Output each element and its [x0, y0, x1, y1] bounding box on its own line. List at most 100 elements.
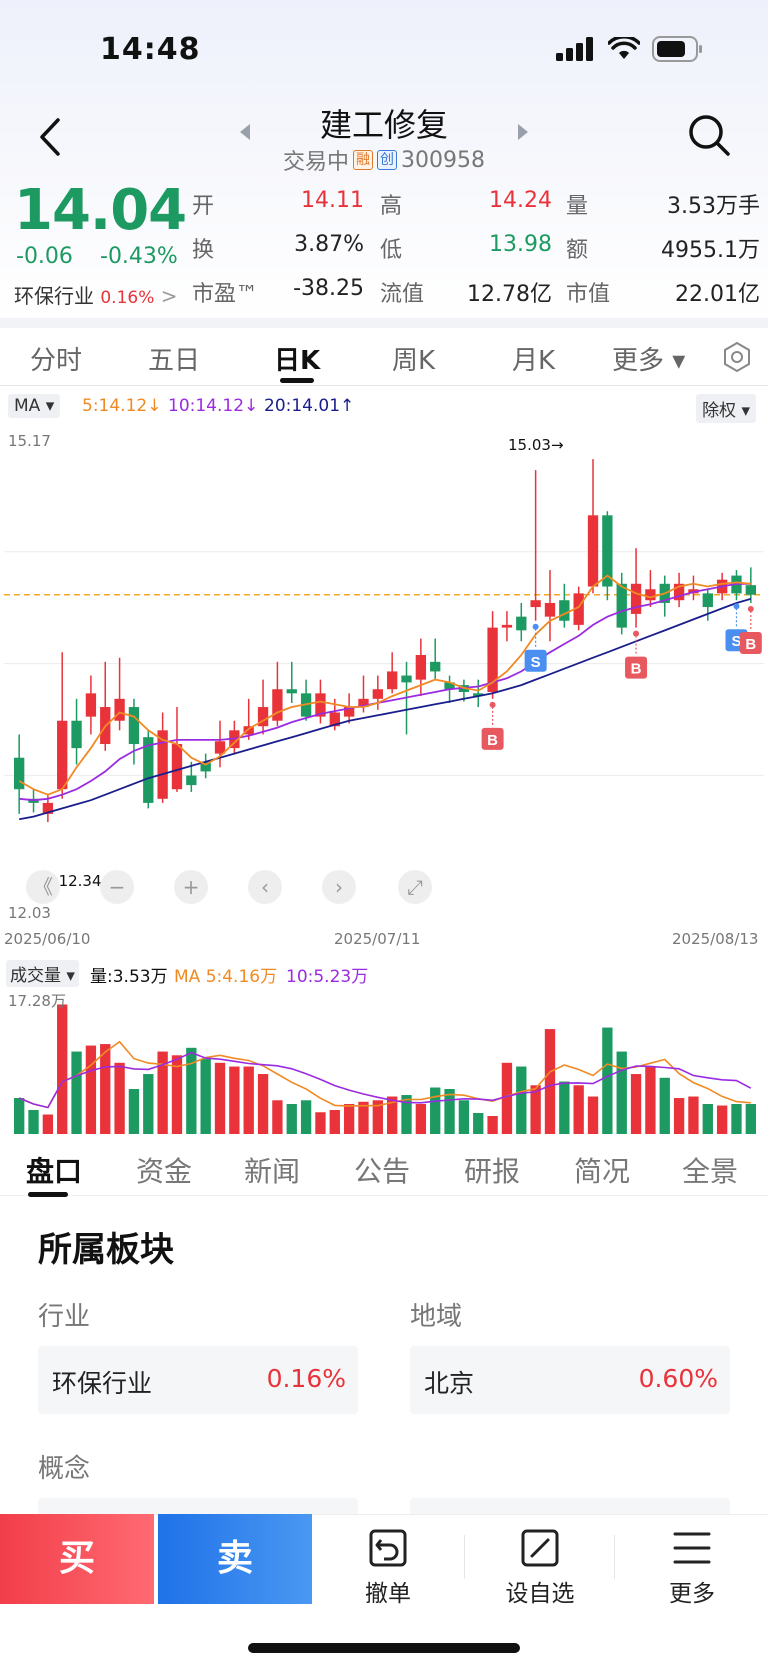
candle-body — [171, 744, 183, 790]
candle-body — [186, 775, 197, 786]
tab-news[interactable]: 新闻 — [244, 1155, 301, 1188]
pe-value: -38.25 — [293, 276, 364, 301]
volume-bar — [487, 1116, 498, 1134]
candle-body — [444, 682, 455, 690]
next-stock-icon[interactable] — [514, 122, 532, 142]
tab-announcements[interactable]: 公告 — [354, 1155, 411, 1188]
menu-icon — [673, 1532, 711, 1564]
high-value: 14.24 — [489, 188, 552, 213]
candle-body — [544, 602, 556, 617]
chart-settings-icon[interactable] — [720, 340, 754, 374]
volume-selector[interactable]: 成交量 ▾ — [6, 960, 79, 987]
volume-bar — [243, 1066, 254, 1134]
volume-bar — [229, 1066, 240, 1134]
date-mid: 2025/07/11 — [334, 930, 421, 948]
volume-bar — [28, 1110, 39, 1134]
scroll-right-button[interactable]: › — [322, 870, 356, 904]
tab-order-book[interactable]: 盘口 — [26, 1155, 83, 1188]
adjust-selector[interactable]: 除权 ▾ — [696, 394, 756, 423]
tab-more[interactable]: 更多 ▾ — [612, 346, 686, 376]
concept-label: 概念 — [38, 1454, 91, 1484]
volume-bar — [559, 1081, 570, 1134]
candle-body — [673, 583, 685, 601]
turnover-label: 换 — [192, 238, 215, 263]
zoom-in-button[interactable]: + — [174, 870, 208, 904]
buy-button[interactable]: 买 — [0, 1514, 154, 1604]
candle-body — [501, 624, 513, 628]
industry-card[interactable]: 环保行业 0.16% — [38, 1346, 358, 1414]
toolbar-divider — [614, 1535, 615, 1579]
volume-bar — [516, 1066, 527, 1134]
volume-bar — [358, 1101, 369, 1134]
active-tab-indicator — [28, 1192, 68, 1197]
region-card-pct: 0.60% — [638, 1364, 718, 1393]
tab-research[interactable]: 研报 — [464, 1155, 521, 1188]
buy-signal-marker — [739, 631, 762, 654]
tab-profile[interactable]: 简况 — [574, 1155, 631, 1188]
industry-label: 行业 — [38, 1302, 91, 1332]
volume-bar — [42, 1114, 54, 1134]
tab-five-day[interactable]: 五日 — [148, 346, 201, 376]
volume-bar — [630, 1074, 642, 1134]
candle-body — [358, 698, 369, 708]
candle-body — [57, 720, 68, 790]
section-title: 所属板块 — [38, 1230, 174, 1270]
cancel-order-button[interactable]: 撤单 — [328, 1528, 448, 1608]
candle-body — [14, 757, 25, 790]
fullscreen-button[interactable]: ⤢ — [398, 870, 432, 904]
tab-funds[interactable]: 资金 — [136, 1155, 193, 1188]
candle-body — [487, 627, 498, 692]
volume-bar — [659, 1077, 670, 1134]
add-watchlist-button[interactable]: 设自选 — [480, 1528, 600, 1608]
candle-body — [430, 661, 441, 672]
ma20-line — [19, 598, 752, 821]
volume-bar — [458, 1100, 470, 1134]
tab-intraday[interactable]: 分时 — [30, 346, 83, 376]
candle-body — [243, 726, 254, 735]
tab-overview[interactable]: 全景 — [682, 1155, 739, 1188]
volume-bar — [329, 1110, 340, 1134]
amount-value: 4955.1万 — [661, 238, 760, 263]
volume-bar — [143, 1074, 154, 1134]
volume-bar — [114, 1062, 125, 1134]
tab-weekly-k[interactable]: 周K — [392, 346, 436, 376]
scroll-start-button[interactable]: 《 — [26, 870, 60, 904]
indicator-selector[interactable]: MA ▾ — [8, 394, 61, 418]
date-start: 2025/06/10 — [4, 930, 91, 948]
candle-body — [114, 698, 125, 721]
volume-bar — [544, 1029, 556, 1134]
candle-body — [257, 707, 269, 727]
candlestick-chart[interactable]: BS BS B — [4, 430, 764, 920]
concept-card[interactable] — [410, 1498, 730, 1518]
concept-card[interactable] — [38, 1498, 358, 1518]
volume-bar — [745, 1104, 756, 1134]
market-cap-label: 市值 — [566, 282, 611, 307]
back-icon[interactable] — [30, 112, 70, 162]
volume-bar — [315, 1112, 326, 1134]
tab-daily-k[interactable]: 日K — [274, 346, 321, 376]
ma5-value: 5:14.12↓ — [82, 396, 162, 416]
region-card[interactable]: 北京 0.60% — [410, 1346, 730, 1414]
wifi-icon — [608, 37, 640, 59]
margin-badge: 融 — [353, 150, 374, 170]
status-time: 14:48 — [100, 32, 201, 67]
candle-body — [473, 693, 484, 697]
volume-bar — [444, 1089, 455, 1134]
scroll-left-button[interactable]: ‹ — [248, 870, 282, 904]
industry-link[interactable]: 环保行业 0.16% > — [14, 280, 178, 309]
prev-stock-icon[interactable] — [236, 122, 254, 142]
sell-button[interactable]: 卖 — [158, 1514, 312, 1604]
more-button[interactable]: 更多 — [632, 1528, 752, 1608]
y-axis-bottom-label: 12.03 — [8, 904, 51, 922]
volume-bar — [200, 1059, 211, 1134]
volume-chart[interactable] — [4, 990, 764, 1134]
volume-bar — [214, 1062, 226, 1134]
candle-body — [573, 593, 584, 625]
float-cap-value: 12.78亿 — [467, 282, 552, 307]
candle-body — [157, 730, 168, 799]
zoom-out-button[interactable]: − — [100, 870, 134, 904]
search-icon[interactable] — [686, 112, 732, 158]
volume-current: 量:3.53万 — [90, 967, 168, 987]
battery-icon — [652, 36, 702, 62]
tab-monthly-k[interactable]: 月K — [512, 346, 556, 376]
